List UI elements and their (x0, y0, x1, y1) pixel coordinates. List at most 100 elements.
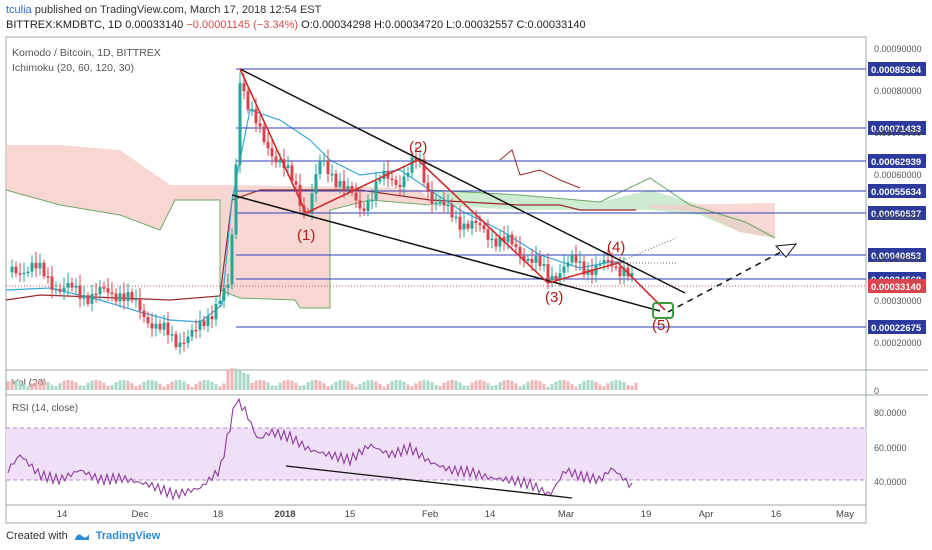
volume-bar (230, 368, 234, 390)
candle-body (422, 159, 426, 183)
candle-body (86, 295, 90, 304)
volume-bar (74, 382, 78, 390)
volume-bar (42, 380, 46, 390)
volume-bar (390, 381, 394, 390)
volume-bar (58, 383, 62, 390)
volume-bar (274, 385, 278, 390)
candle-body (14, 266, 18, 274)
legend-volume: Vol (20) (12, 378, 46, 389)
volume-bar (50, 384, 54, 390)
volume-bar (374, 381, 378, 390)
volume-bar (522, 384, 526, 390)
candle-body (218, 300, 222, 304)
candle-body (110, 292, 114, 295)
candle-body (162, 322, 166, 330)
candle-body (158, 323, 162, 330)
candle-body (174, 334, 178, 348)
candle-body (594, 265, 598, 275)
time-axis-tick: Feb (422, 509, 438, 520)
candle-body (46, 276, 50, 278)
candle-body (486, 229, 490, 240)
candle-body (266, 141, 270, 149)
volume-bar (278, 382, 282, 390)
volume-bar (142, 382, 146, 390)
candle-body (214, 303, 218, 320)
price-level-tag (868, 154, 926, 168)
volume-bar (270, 385, 274, 390)
candle-body (138, 298, 142, 311)
volume-bar (10, 380, 14, 390)
price-level-tag (868, 248, 926, 262)
time-axis-tick: 14 (485, 509, 496, 520)
candle-body (466, 223, 470, 229)
candle-body (438, 201, 442, 204)
candle-body (342, 180, 346, 190)
volume-bar (90, 380, 94, 390)
rsi-axis-tick: 60.0000 (874, 443, 907, 453)
candle-body (402, 176, 406, 188)
candle-body (554, 275, 558, 280)
volume-bar (494, 384, 498, 390)
candle-body (30, 262, 34, 272)
candle-body (238, 83, 242, 165)
volume-bar (362, 381, 366, 390)
candle-body (114, 293, 118, 302)
candle-body (250, 109, 254, 111)
volume-bar (474, 380, 478, 390)
ohlc-values: O:0.00034298 H:0.00034720 L:0.00032557 C… (301, 19, 586, 31)
last-price: 0.00033140 (125, 19, 184, 31)
candle-body (382, 170, 386, 180)
candle-body (522, 255, 526, 262)
candle-body (358, 200, 362, 209)
volume-bar (334, 381, 338, 390)
candle-body (182, 342, 186, 345)
candle-body (190, 329, 194, 337)
volume-bar (594, 381, 598, 390)
candle-body (122, 293, 126, 301)
candle-body (338, 180, 342, 187)
price-chart[interactable]: 0.00085364 0.00071433 0.00062939 0.00055634… (0, 0, 932, 530)
candle-body (58, 288, 62, 292)
volume-bar (550, 384, 554, 390)
candle-body (394, 179, 398, 185)
volume-bar (606, 383, 610, 390)
volume-bar (582, 381, 586, 390)
rsi-band (6, 428, 866, 480)
time-axis-tick: Apr (699, 509, 714, 520)
volume-bar (318, 381, 322, 390)
candle-body (478, 223, 482, 226)
volume-bar (602, 386, 606, 390)
volume-bar (530, 380, 534, 390)
ichimoku-cloud-bull (430, 190, 775, 238)
time-axis-tick: Dec (132, 509, 149, 520)
candle-body (534, 256, 538, 263)
volume-bar (158, 383, 162, 390)
symbol-info: BITTREX:KMDBTC, 1D 0.00033140 −0.0000114… (6, 19, 586, 31)
volume-bar (438, 385, 442, 390)
footer: Created with TradingView (6, 530, 160, 542)
candle-body (590, 269, 594, 275)
candle-body (322, 160, 326, 162)
ticker: BITTREX:KMDBTC, 1D (6, 19, 123, 31)
senkou-b-line (5, 189, 431, 309)
lower-trendline (231, 194, 661, 312)
candle-body (226, 284, 230, 289)
candle-body (206, 316, 210, 327)
tradingview-brand[interactable]: TradingView (95, 530, 161, 542)
price-axis-tick: 0.00090000 (874, 44, 922, 54)
volume-bar (458, 382, 462, 390)
candle-body (378, 179, 382, 182)
volume-bar (118, 380, 122, 390)
volume-bar (66, 380, 70, 390)
volume-bar (386, 383, 390, 390)
candle-body (502, 236, 506, 243)
candle-body (74, 285, 78, 288)
candle-body (526, 258, 530, 262)
volume-bar (286, 380, 290, 390)
author-link[interactable]: tculia (6, 4, 32, 16)
candle-body (50, 276, 54, 290)
volume-bar (514, 383, 518, 390)
volume-bar (462, 385, 466, 390)
time-axis-tick: 16 (771, 509, 782, 520)
candle-body (166, 322, 170, 335)
